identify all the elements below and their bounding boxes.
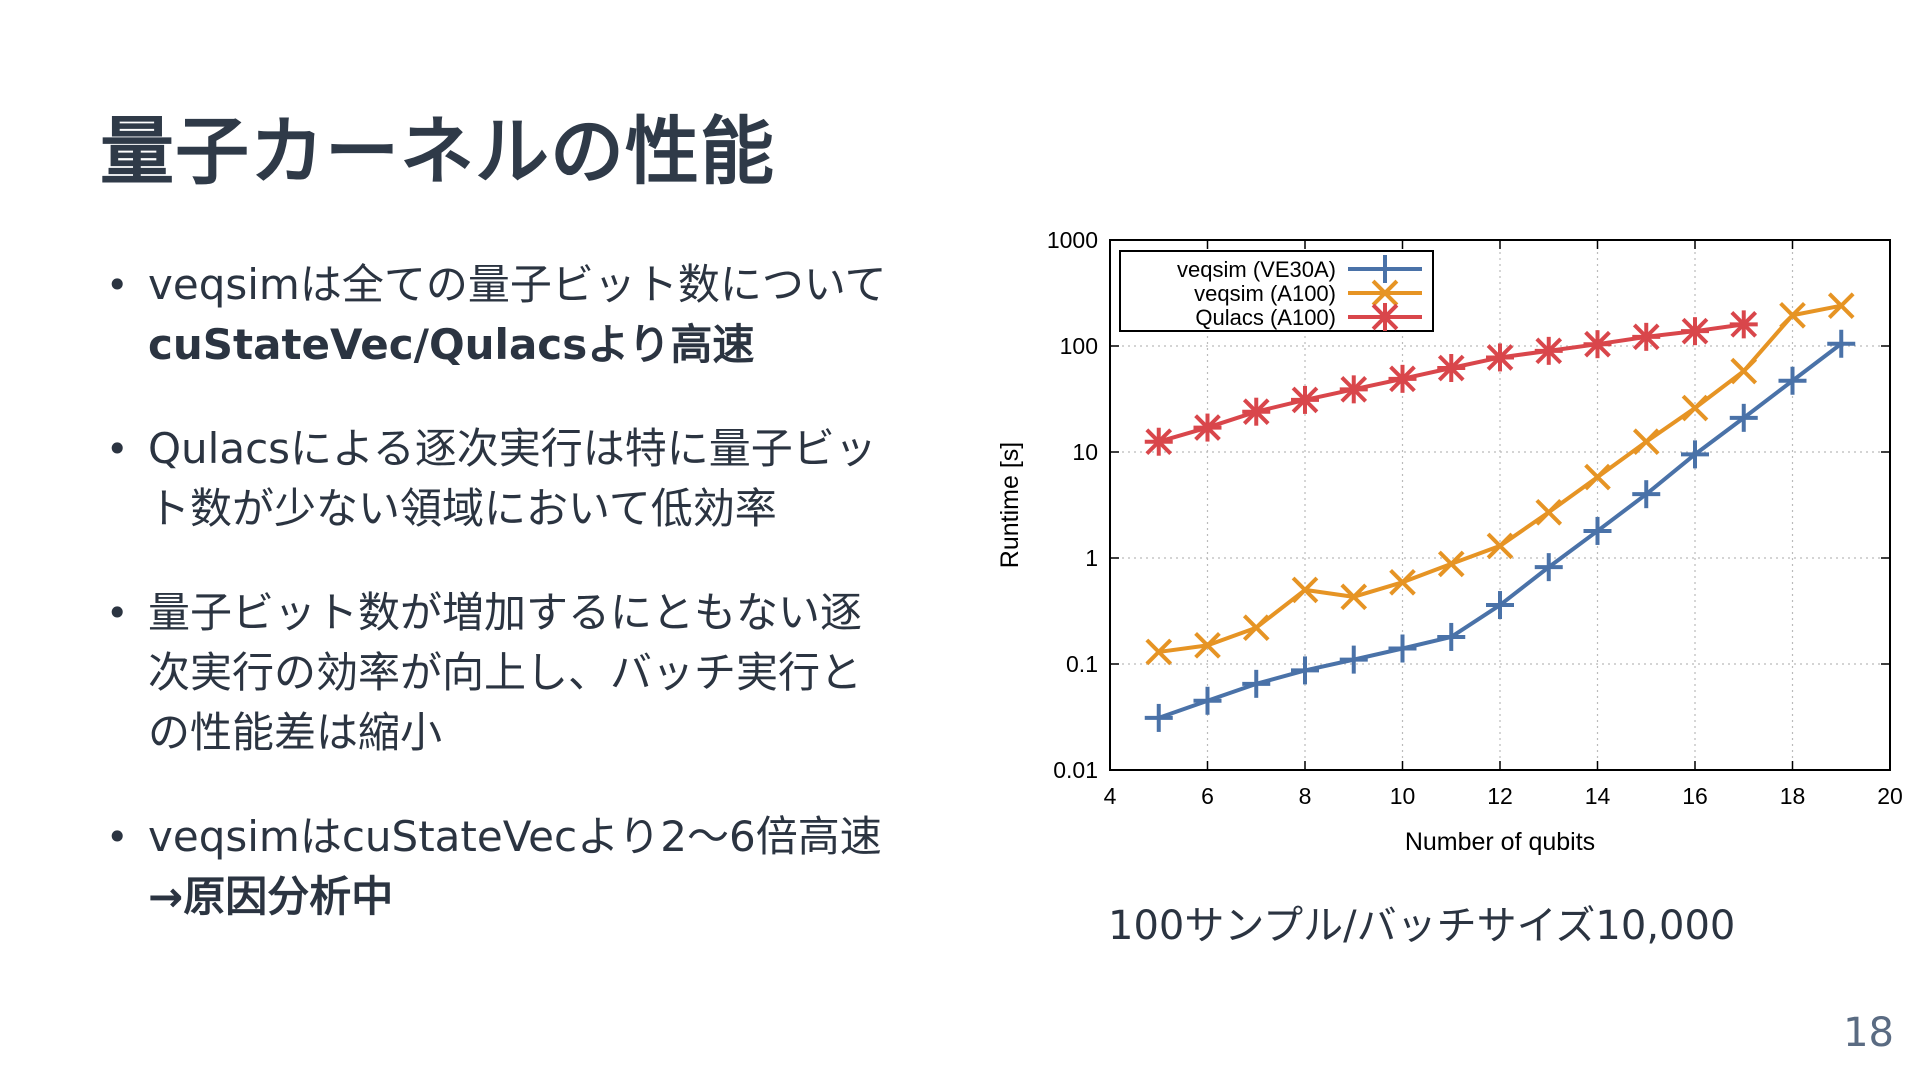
x-tick-label: 8: [1299, 783, 1312, 809]
data-point: [1583, 516, 1612, 545]
data-point: [1729, 310, 1758, 339]
bullet-dot: •: [106, 427, 129, 471]
data-point: [1681, 317, 1709, 346]
legend-marker: [1371, 279, 1399, 307]
x-tick-label: 4: [1104, 783, 1117, 809]
bullet-line-bold: cuStateVec/Qulacsより高速: [148, 320, 755, 369]
data-point: [1632, 322, 1661, 351]
bullet-line: Qulacsによる逐次実行は特に量子ビッ: [148, 424, 877, 473]
data-point: [1535, 498, 1563, 526]
bullet-item: • Qulacsによる逐次実行は特に量子ビッ ト数が少ない領域において低効率: [100, 419, 980, 539]
data-point: [1779, 301, 1806, 329]
y-tick-label: 0.1: [1066, 651, 1098, 677]
data-point: [1534, 553, 1563, 582]
slide-title: 量子カーネルの性能: [100, 109, 775, 195]
data-point: [1193, 686, 1222, 715]
legend-marker: [1371, 255, 1399, 283]
y-axis-label: Runtime [s]: [996, 442, 1024, 568]
runtime-chart-svg: 4 6 8 10 12 14 16 18 20 0.01 0.1 1 10 100 1000 Number o…: [996, 227, 1903, 856]
data-point: [1729, 403, 1758, 432]
runtime-chart: 4 6 8 10 12 14 16 18 20 0.01 0.1 1 10 100 1000 Number o…: [990, 225, 1910, 875]
data-point: [1437, 354, 1466, 383]
data-point: [1389, 568, 1416, 596]
data-point: [1778, 366, 1807, 395]
x-tick-label: 18: [1780, 783, 1806, 809]
data-point: [1437, 550, 1465, 578]
y-tick-label: 1000: [1047, 227, 1098, 253]
data-point: [1681, 440, 1709, 469]
data-point: [1486, 343, 1514, 372]
data-point: [1291, 576, 1319, 604]
bullet-line: ト数が少ない領域において低効率: [148, 484, 777, 533]
data-point: [1340, 583, 1368, 611]
data-point: [1242, 614, 1270, 642]
bullet-dot: •: [106, 815, 129, 859]
y-tick-label: 0.01: [1053, 757, 1098, 783]
x-axis-label: Number of qubits: [1405, 828, 1595, 856]
x-tick-label: 6: [1201, 783, 1214, 809]
bullet-item: • 量子ビット数が増加するにともない逐 次実行の効率が向上し、バッチ実行と の性…: [100, 583, 980, 763]
y-tick-label: 1: [1085, 545, 1098, 571]
bullet-line: 量子ビット数が増加するにともない逐: [148, 588, 863, 637]
data-point: [1144, 427, 1173, 456]
bullet-line: の性能差は縮小: [148, 708, 443, 757]
data-point: [1291, 385, 1319, 414]
data-point: [1145, 638, 1173, 666]
data-point: [1388, 634, 1417, 663]
bullet-line: 次実行の効率が向上し、バッチ実行と: [148, 648, 863, 697]
x-tick-label: 20: [1877, 783, 1903, 809]
data-point: [1681, 394, 1709, 422]
data-point: [1242, 669, 1271, 698]
legend-marker: [1371, 303, 1399, 331]
x-tick-label: 10: [1390, 783, 1416, 809]
data-point: [1291, 656, 1319, 685]
bullet-list: • veqsimは全ての量子ビット数について cuStateVec/Qulacs…: [100, 255, 980, 971]
x-tick-label: 16: [1682, 783, 1708, 809]
data-point: [1730, 357, 1758, 385]
data-point: [1242, 397, 1271, 426]
x-tick-label: 12: [1487, 783, 1513, 809]
data-point: [1486, 532, 1514, 560]
data-point: [1339, 375, 1368, 404]
bullet-line: veqsimは全ての量子ビット数について: [148, 260, 887, 309]
bullet-dot: •: [106, 591, 129, 635]
legend-label: Qulacs (A100): [1195, 305, 1336, 330]
data-point: [1827, 292, 1855, 320]
bullet-dot: •: [106, 263, 129, 307]
y-tick-label: 100: [1060, 333, 1098, 359]
chart-caption: 100サンプル/バッチサイズ10,000: [1108, 903, 1736, 949]
x-tick-label: 14: [1585, 783, 1611, 809]
data-point: [1194, 632, 1221, 659]
data-point: [1534, 336, 1563, 365]
legend-label: veqsim (VE30A): [1177, 257, 1336, 282]
bullet-item: • veqsimは全ての量子ビット数について cuStateVec/Qulacs…: [100, 255, 980, 375]
data-point: [1584, 463, 1611, 491]
data-point: [1388, 364, 1417, 393]
y-tick-label: 10: [1072, 439, 1098, 465]
data-point: [1583, 330, 1612, 359]
bullet-item: • veqsimはcuStateVecより2〜6倍高速 →原因分析中: [100, 807, 980, 927]
bullet-line-bold: →原因分析中: [148, 872, 394, 921]
data-point: [1193, 413, 1222, 442]
data-point: [1632, 480, 1661, 509]
data-point: [1632, 428, 1660, 456]
bullet-line: veqsimはcuStateVecより2〜6倍高速: [148, 812, 882, 861]
data-point: [1144, 703, 1173, 732]
data-point: [1486, 591, 1514, 620]
data-point: [1437, 622, 1466, 651]
page-number: 18: [1843, 1010, 1894, 1056]
data-point: [1339, 645, 1368, 674]
data-point: [1827, 329, 1856, 358]
legend-label: veqsim (A100): [1194, 281, 1336, 306]
